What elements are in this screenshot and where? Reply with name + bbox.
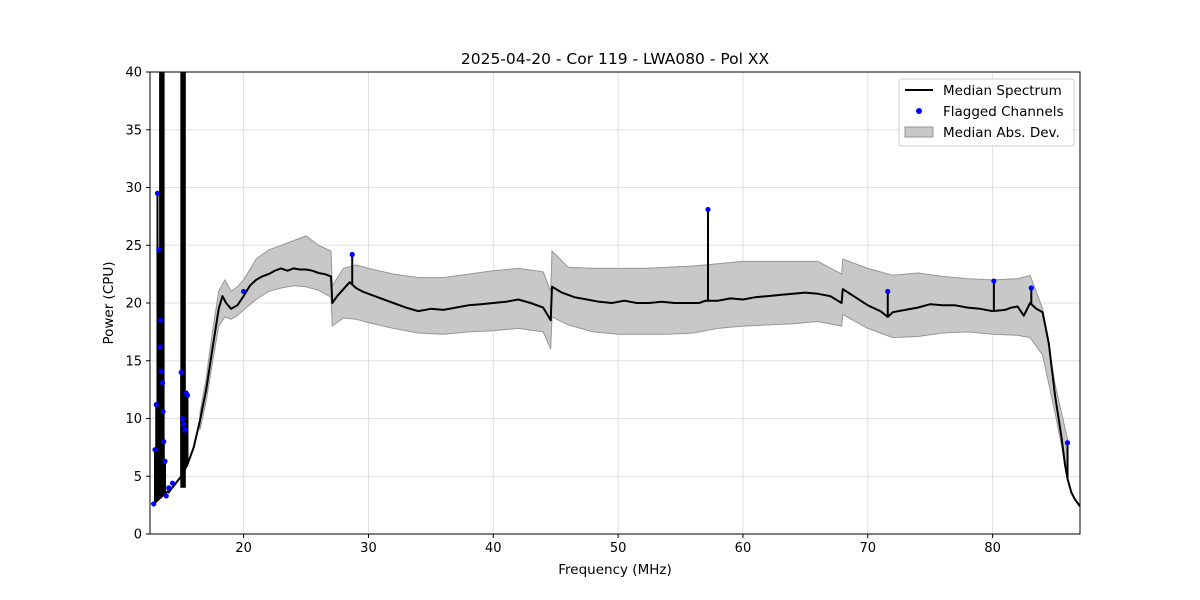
flagged-channel-point [154, 190, 161, 196]
x-tick-label: 20 [235, 541, 252, 556]
y-tick-label: 10 [125, 412, 142, 427]
axis-ticks: 20 30 40 50 60 70 80 0 5 10 15 20 25 30 35 40 [125, 66, 1000, 557]
flagged-channel-point [885, 288, 891, 295]
legend-label-median: Median Spectrum [943, 83, 1062, 99]
flagged-channel-point [151, 501, 157, 507]
legend-label-flagged: Flagged Channels [943, 104, 1064, 120]
y-tick-label: 25 [125, 239, 142, 254]
flagged-channel-point [161, 439, 167, 445]
y-tick-label: 15 [125, 354, 142, 369]
flagged-channel-point [179, 415, 186, 422]
x-axis-label: Frequency (MHz) [558, 562, 671, 578]
median-spectrum-line [150, 267, 1080, 507]
flagged-channel-point [1064, 440, 1071, 446]
y-tick-label: 30 [125, 181, 142, 196]
flagged-channel-point [181, 421, 187, 427]
y-tick-label: 0 [134, 528, 142, 543]
x-tick-label: 70 [860, 541, 877, 556]
y-tick-label: 35 [125, 123, 142, 138]
plot-area [150, 72, 1080, 507]
x-tick-label: 40 [485, 541, 502, 556]
legend-flagged-marker [916, 108, 922, 114]
flagged-channel-point [241, 288, 247, 295]
x-tick-label: 50 [610, 541, 627, 556]
flagged-channel-point [162, 458, 168, 464]
flagged-channel-point [991, 278, 997, 284]
legend-mad-swatch [904, 126, 934, 138]
x-tick-label: 80 [984, 541, 1001, 556]
flagged-channel-point [349, 251, 355, 258]
flagged-channel-point [705, 206, 711, 213]
flagged-channel-point [182, 427, 188, 433]
legend-box [898, 78, 1075, 147]
flagged-channel-point [184, 392, 191, 398]
y-axis-label: Power (CPU) [101, 261, 117, 344]
flagged-channel-point [166, 485, 172, 491]
flagged-channel-point [178, 369, 184, 375]
flagged-channel-point [158, 368, 164, 374]
y-tick-label: 40 [125, 66, 142, 81]
flagged-channel-point [157, 344, 163, 350]
x-tick-label: 30 [360, 541, 377, 556]
flagged-channel-point [1028, 285, 1034, 291]
flagged-channel-point [153, 402, 159, 408]
flagged-channel-point [158, 317, 164, 323]
flagged-channel-point [169, 480, 176, 486]
flagged-channel-point [159, 380, 166, 386]
flagged-channel-point [163, 493, 169, 499]
legend: Median Spectrum Flagged Channels Median … [898, 78, 1075, 147]
flagged-channel-point [152, 447, 158, 453]
y-tick-label: 5 [134, 470, 142, 485]
flagged-channel-point [160, 408, 166, 415]
y-tick-label: 20 [125, 297, 142, 312]
legend-label-mad: Median Abs. Dev. [943, 125, 1060, 141]
flagged-channel-point [156, 247, 162, 253]
chart-title: 2025-04-20 - Cor 119 - LWA080 - Pol XX [461, 50, 770, 68]
x-tick-label: 60 [735, 541, 752, 556]
